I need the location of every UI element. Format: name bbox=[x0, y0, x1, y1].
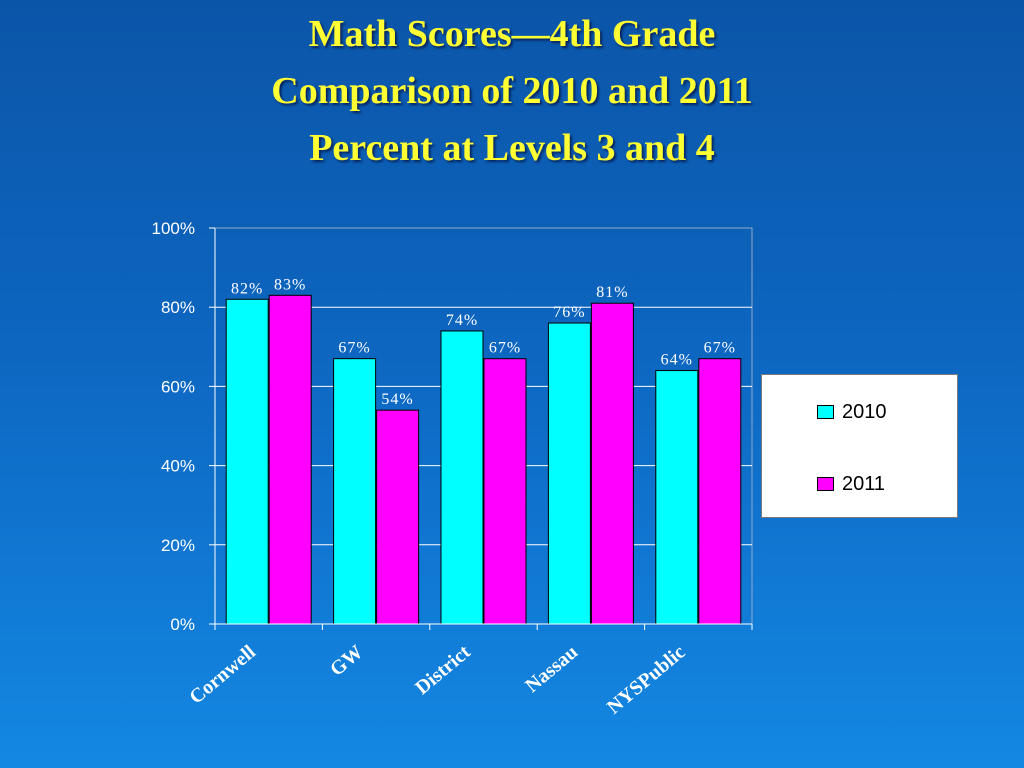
title-line-1: Math Scores—4th Grade bbox=[308, 13, 716, 55]
y-tick-label: 60% bbox=[161, 377, 195, 396]
legend-swatch-2011 bbox=[817, 477, 834, 491]
legend-item-2011: 2011 bbox=[817, 473, 885, 495]
data-label: 54% bbox=[381, 391, 413, 408]
x-axis: Cornwell GW District Nassau NYSPublic bbox=[185, 623, 753, 719]
x-tick-label: Nassau bbox=[521, 641, 582, 697]
data-label: 83% bbox=[274, 276, 306, 293]
bar-2010-district bbox=[440, 330, 484, 625]
data-label: 67% bbox=[704, 340, 736, 357]
y-tick-label: 0% bbox=[170, 615, 195, 634]
legend-swatch-2010 bbox=[817, 405, 834, 419]
legend-item-2010: 2010 bbox=[817, 401, 887, 423]
legend-label-2011: 2011 bbox=[842, 472, 886, 495]
bars bbox=[225, 294, 742, 625]
data-label: 74% bbox=[446, 312, 478, 329]
legend-label-2010: 2010 bbox=[842, 400, 887, 423]
legend: 2010 2011 bbox=[761, 374, 958, 518]
data-labels: 82% 83% 67% 54% 74% 67% 76% 81% 64% 67% bbox=[231, 276, 736, 408]
y-tick-label: 40% bbox=[161, 457, 195, 476]
y-tick-label: 20% bbox=[161, 536, 195, 555]
bar-2011-nyspublic bbox=[698, 358, 742, 625]
bar-2011-cornwell bbox=[268, 294, 312, 625]
title-line-2: Comparison of 2010 and 2011 bbox=[271, 70, 753, 112]
bar-2010-cornwell bbox=[225, 298, 269, 625]
chart-title: Math Scores—4th Grade Comparison of 2010… bbox=[0, 6, 1024, 177]
bar-2010-gw bbox=[333, 358, 377, 625]
bar-2010-nassau bbox=[547, 322, 591, 625]
data-label: 76% bbox=[553, 304, 585, 321]
data-label: 64% bbox=[661, 352, 693, 369]
data-label: 67% bbox=[489, 340, 521, 357]
x-tick-label: District bbox=[411, 641, 475, 699]
title-line-3: Percent at Levels 3 and 4 bbox=[309, 127, 715, 169]
y-axis: 0% 20% 40% 60% 80% 100% bbox=[152, 219, 216, 634]
y-tick-label: 80% bbox=[161, 298, 195, 317]
x-tick-label: GW bbox=[326, 641, 367, 681]
x-tick-label: Cornwell bbox=[185, 641, 260, 709]
bar-2010-nyspublic bbox=[655, 370, 699, 625]
bar-2011-district bbox=[483, 358, 527, 625]
data-label: 82% bbox=[231, 280, 263, 297]
bar-2011-nassau bbox=[590, 302, 634, 625]
bar-2011-gw bbox=[376, 409, 420, 625]
data-label: 67% bbox=[338, 340, 370, 357]
y-tick-label: 100% bbox=[152, 219, 195, 238]
data-label: 81% bbox=[596, 284, 628, 301]
x-tick-label: NYSPublic bbox=[603, 641, 690, 719]
